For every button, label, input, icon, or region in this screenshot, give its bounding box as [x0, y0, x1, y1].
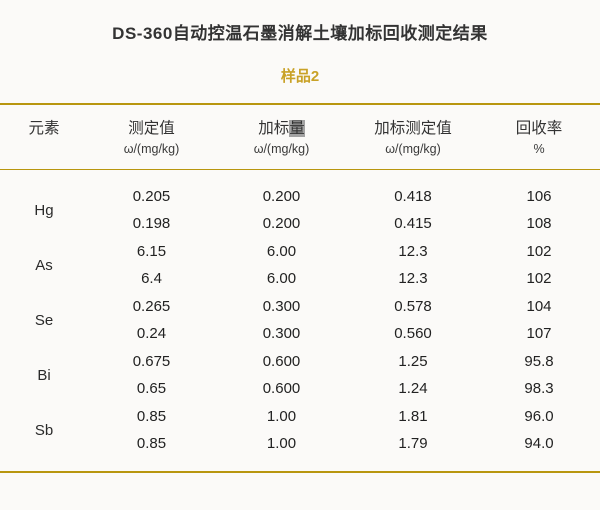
- value-cell: 0.578: [394, 297, 432, 315]
- value-cell: 102: [526, 242, 552, 260]
- element-cell: Se: [34, 311, 54, 329]
- value-cell: 12.3: [398, 270, 428, 288]
- value-cell: 1.79: [398, 435, 428, 453]
- table-row: Bi 0.675 0.600 1.25 95.8: [0, 348, 600, 384]
- value-cell: 6.00: [266, 270, 297, 288]
- value-cell: 6.00: [266, 242, 297, 260]
- col-header-unit: [0, 141, 88, 157]
- sample-subtitle: 样品2: [280, 68, 320, 85]
- element-cell: Hg: [34, 201, 54, 219]
- element-cell: As: [35, 256, 53, 274]
- table-row: 6.4 6.00 12.3 102: [0, 265, 600, 293]
- col-header-unit: %: [533, 142, 545, 156]
- element-cell: Bi: [37, 366, 51, 384]
- value-cell: 0.675: [132, 352, 171, 370]
- value-cell: 1.00: [266, 435, 297, 453]
- value-cell: 107: [526, 325, 552, 343]
- table-row: Se 0.265 0.300 0.578 104: [0, 293, 600, 329]
- value-cell: 12.3: [398, 242, 428, 260]
- col-header-measured: 测定值 ω/(mg/kg): [88, 104, 215, 170]
- table-row: As 6.15 6.00 12.3 102: [0, 238, 600, 274]
- value-cell: 0.198: [132, 215, 171, 233]
- table-row: Hg 0.205 0.200 0.418 106: [0, 183, 600, 219]
- col-header-unit: ω/(mg/kg): [385, 142, 441, 156]
- col-header-unit: ω/(mg/kg): [123, 142, 180, 156]
- value-cell: 6.4: [141, 270, 162, 288]
- value-cell: 0.65: [136, 380, 167, 398]
- value-cell: 98.3: [524, 380, 554, 398]
- col-header-label: 元素: [28, 120, 60, 137]
- value-cell: 108: [526, 215, 552, 233]
- value-cell: 1.25: [398, 352, 428, 370]
- value-cell: 0.265: [132, 297, 171, 315]
- table-row: 0.85 1.00 1.79 94.0: [0, 430, 600, 458]
- table-header-row: 元素 测定值 ω/(mg/kg) 加标量 ω/(mg/kg) 加标测定值 ω/(…: [0, 104, 600, 170]
- value-cell: 104: [526, 297, 552, 315]
- col-header-spiked-measured: 加标测定值 ω/(mg/kg): [348, 104, 478, 170]
- value-cell: 0.85: [136, 435, 167, 453]
- value-cell: 6.15: [136, 242, 167, 260]
- col-header-spiked-amount: 加标量 ω/(mg/kg): [215, 104, 348, 170]
- col-header-element: 元素: [0, 104, 88, 170]
- value-cell: 0.205: [132, 187, 171, 205]
- value-cell: 0.85: [136, 407, 167, 425]
- value-cell: 96.0: [524, 407, 554, 425]
- value-cell: 95.8: [524, 352, 554, 370]
- col-header-unit: ω/(mg/kg): [253, 142, 310, 156]
- table-row: 0.65 0.600 1.24 98.3: [0, 375, 600, 403]
- results-table: 元素 测定值 ω/(mg/kg) 加标量 ω/(mg/kg) 加标测定值 ω/(…: [0, 103, 600, 473]
- value-cell: 102: [526, 270, 552, 288]
- report-page: DS-360自动控温石墨消解土壤加标回收测定结果 样品2 元素 测定值 ω/(m…: [0, 19, 600, 473]
- value-cell: 0.418: [394, 187, 432, 205]
- table-row: 0.24 0.300 0.560 107: [0, 320, 600, 348]
- value-cell: 1.00: [266, 407, 297, 425]
- col-header-label: 加标测定值: [374, 120, 452, 137]
- value-cell: 0.24: [136, 325, 167, 343]
- value-cell: 94.0: [524, 435, 554, 453]
- col-header-label: 加标量: [215, 119, 348, 139]
- value-cell: 1.24: [398, 380, 428, 398]
- value-cell: 0.300: [262, 297, 301, 315]
- col-header-label: 回收率: [515, 120, 563, 137]
- value-cell: 0.200: [262, 215, 301, 233]
- value-cell: 0.560: [394, 325, 432, 343]
- value-cell: 106: [526, 187, 552, 205]
- value-cell: 0.200: [262, 187, 301, 205]
- col-header-label-highlighted: 量: [289, 120, 305, 137]
- col-header-recovery: 回收率 %: [478, 104, 600, 170]
- table-row: 0.198 0.200 0.415 108: [0, 210, 600, 238]
- col-header-label: 测定值: [128, 120, 175, 137]
- col-header-label-part: 加标: [258, 120, 290, 137]
- value-cell: 0.415: [394, 215, 432, 233]
- value-cell: 0.300: [262, 325, 301, 343]
- value-cell: 0.600: [262, 352, 301, 370]
- value-cell: 1.81: [398, 407, 428, 425]
- element-cell: Sb: [34, 421, 54, 439]
- page-title: DS-360自动控温石墨消解土壤加标回收测定结果: [112, 24, 488, 43]
- table-row: Sb 0.85 1.00 1.81 96.0: [0, 403, 600, 439]
- value-cell: 0.600: [262, 380, 301, 398]
